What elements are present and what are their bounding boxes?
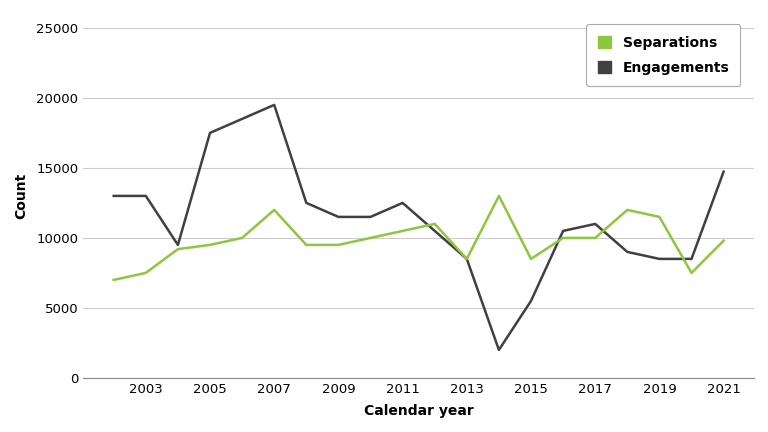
Engagements — [462, 256, 472, 261]
Engagements — [430, 229, 439, 234]
Legend: Separations, Engagements: Separations, Engagements — [587, 25, 740, 86]
Separations — [495, 193, 504, 198]
Separations — [141, 270, 151, 276]
Engagements — [495, 347, 504, 353]
Separations — [270, 207, 279, 213]
Separations — [174, 247, 183, 252]
Separations — [719, 238, 728, 243]
Engagements — [141, 193, 151, 198]
Engagements — [205, 130, 214, 136]
Engagements — [687, 256, 696, 261]
Separations — [655, 214, 664, 219]
Engagements — [655, 256, 664, 261]
Engagements — [174, 242, 183, 248]
Engagements — [558, 229, 568, 234]
Separations — [591, 235, 600, 241]
Separations — [302, 242, 311, 248]
Y-axis label: Count: Count — [14, 173, 28, 219]
Line: Engagements: Engagements — [114, 105, 723, 350]
Engagements — [719, 169, 728, 174]
Engagements — [270, 102, 279, 108]
Engagements — [302, 200, 311, 206]
Separations — [334, 242, 343, 248]
Engagements — [526, 299, 535, 304]
Line: Separations: Separations — [114, 196, 723, 280]
X-axis label: Calendar year: Calendar year — [364, 404, 474, 418]
Separations — [526, 256, 535, 261]
Engagements — [623, 249, 632, 254]
Engagements — [398, 200, 407, 206]
Separations — [623, 207, 632, 213]
Separations — [462, 256, 472, 261]
Engagements — [366, 214, 375, 219]
Separations — [237, 235, 247, 241]
Engagements — [237, 116, 247, 121]
Engagements — [109, 193, 118, 198]
Separations — [558, 235, 568, 241]
Separations — [366, 235, 375, 241]
Separations — [430, 221, 439, 226]
Engagements — [334, 214, 343, 219]
Separations — [687, 270, 696, 276]
Separations — [398, 229, 407, 234]
Separations — [205, 242, 214, 248]
Engagements — [591, 221, 600, 226]
Separations — [109, 277, 118, 283]
